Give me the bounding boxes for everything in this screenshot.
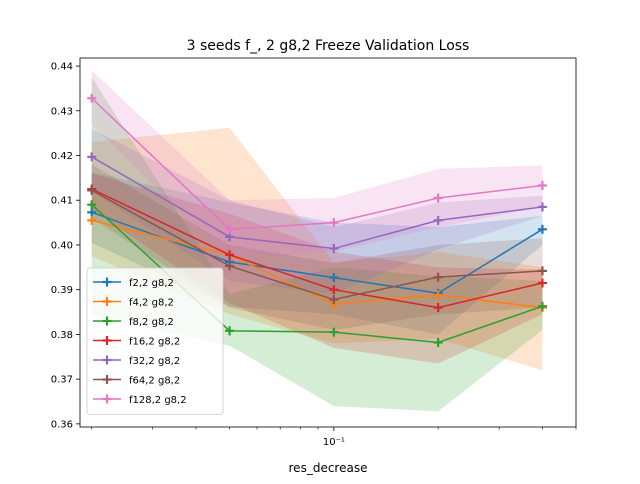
data-point — [87, 200, 97, 210]
data-point — [87, 152, 97, 162]
x-axis-label: res_decrease — [289, 461, 368, 475]
legend-item: f2,2 g8,2 — [93, 277, 174, 289]
legend-item: f16,2 g8,2 — [93, 336, 180, 348]
confidence-band — [91, 173, 543, 364]
y-tick-label: 0.38 — [51, 330, 73, 341]
data-point — [433, 303, 443, 313]
legend-item: f8,2 g8,2 — [93, 316, 174, 328]
data-point — [225, 224, 235, 234]
data-point — [87, 185, 97, 195]
data-point — [433, 337, 443, 347]
data-point — [87, 93, 97, 103]
data-point — [225, 326, 235, 336]
legend-label: f16,2 g8,2 — [129, 337, 180, 348]
y-tick-label: 0.37 — [51, 375, 73, 386]
legend-item: f32,2 g8,2 — [93, 355, 180, 367]
y-tick-label: 0.44 — [51, 62, 73, 73]
y-tick-label: 0.40 — [51, 240, 73, 251]
legend-box — [86, 267, 224, 415]
y-tick-label: 0.43 — [51, 106, 73, 117]
legend-item: f128,2 g8,2 — [93, 394, 187, 406]
data-point — [537, 301, 547, 311]
data-point — [537, 180, 547, 190]
legend-label: f32,2 g8,2 — [129, 356, 180, 367]
legend-label: f128,2 g8,2 — [129, 395, 187, 406]
data-point — [329, 244, 339, 254]
data-point — [537, 266, 547, 276]
series-lines — [87, 93, 547, 347]
data-point — [433, 290, 443, 300]
confidence-band — [91, 70, 543, 259]
y-tick-label: 0.36 — [51, 419, 73, 430]
data-point — [537, 224, 547, 234]
x-axis: 10⁻¹ — [91, 427, 577, 448]
data-point — [225, 261, 235, 271]
data-point — [329, 273, 339, 283]
data-point — [87, 215, 97, 225]
y-tick-label: 0.39 — [51, 285, 73, 296]
legend-item: f4,2 g8,2 — [93, 297, 174, 309]
data-point — [329, 285, 339, 295]
data-point — [537, 278, 547, 288]
legend: f2,2 g8,2 f4,2 g8,2 f8,2 g8,2 f16,2 g8,2 f32… — [86, 267, 224, 415]
data-point — [329, 218, 339, 228]
x-tick-label: 10⁻¹ — [323, 437, 345, 448]
plot-frame — [79, 57, 577, 428]
legend-label: f2,2 g8,2 — [129, 278, 174, 289]
legend-label: f64,2 g8,2 — [129, 376, 180, 387]
legend-label: f4,2 g8,2 — [129, 298, 174, 309]
legend-label: f8,2 g8,2 — [129, 317, 174, 328]
confidence-band — [91, 127, 543, 371]
data-point — [225, 232, 235, 242]
chart-title: 3 seeds f_, 2 g8,2 Freeze Validation Los… — [187, 38, 470, 54]
data-point — [329, 327, 339, 337]
y-tick-label: 0.41 — [51, 196, 73, 207]
data-point — [329, 295, 339, 305]
data-point — [537, 202, 547, 212]
data-point — [87, 207, 97, 217]
y-axis: 0.36 0.37 0.38 0.39 0.40 0.41 0.42 0.43 0.44 — [51, 62, 80, 430]
data-point — [433, 272, 443, 282]
legend-item: f64,2 g8,2 — [93, 375, 180, 387]
data-point — [433, 193, 443, 203]
y-tick-label: 0.42 — [51, 151, 73, 162]
data-point — [433, 215, 443, 225]
data-point — [225, 250, 235, 260]
